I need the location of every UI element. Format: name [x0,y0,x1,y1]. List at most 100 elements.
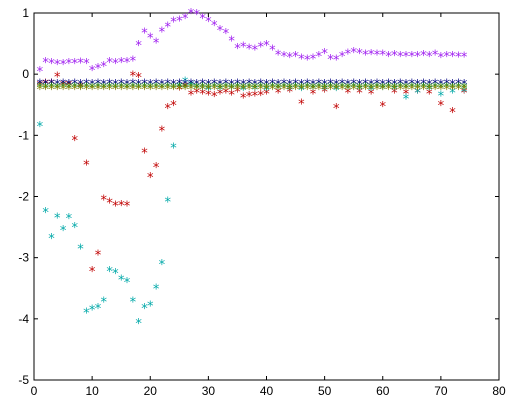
data-point-series-3: * [385,77,392,92]
data-point-series-5: * [217,83,224,98]
y-tick-label: -2 [18,190,29,204]
data-point-series-2: * [194,82,201,97]
data-point-series-0: * [420,49,427,64]
data-point-series-5: * [66,83,73,98]
data-point-series-3: * [304,77,311,92]
data-point-series-1: * [135,71,142,86]
data-point-series-0: * [252,44,259,59]
data-point-series-3: * [153,77,160,92]
data-point-series-3: * [182,78,189,93]
data-point-series-0: * [333,53,340,68]
data-point-series-4: * [170,82,177,97]
data-point-series-5: * [176,83,183,98]
data-point-series-3: * [310,78,317,93]
data-point-series-5: * [170,83,177,98]
data-point-series-5: * [112,83,119,98]
data-point-series-3: * [95,77,102,92]
data-point-series-3: * [211,77,218,92]
data-point-series-4: * [368,82,375,97]
data-point-series-5: * [199,83,206,98]
data-point-series-0: * [263,39,270,54]
data-point-series-5: * [455,83,462,98]
data-point-series-2: * [449,87,456,102]
data-point-series-3: * [170,78,177,93]
data-point-series-4: * [83,81,90,96]
data-point-series-3: * [397,77,404,92]
data-point-series-4: * [298,82,305,97]
data-point-series-0: * [42,56,49,71]
data-point-series-5: * [252,83,259,98]
data-point-series-5: * [194,83,201,98]
x-tick-label: 20 [144,384,158,398]
data-point-series-5: * [141,83,148,98]
data-point-series-1: * [118,199,125,214]
data-point-series-4: * [54,82,61,97]
x-tick-label: 50 [318,384,332,398]
data-point-series-4: * [374,81,381,96]
data-point-series-4: * [257,81,264,96]
data-point-series-1: * [164,102,171,117]
data-point-series-0: * [287,51,294,66]
data-point-series-3: * [89,78,96,93]
data-point-series-5: * [223,83,230,98]
data-point-series-3: * [77,78,84,93]
data-point-series-2: * [89,304,96,319]
data-point-series-4: * [350,81,357,96]
data-point-series-3: * [420,77,427,92]
data-point-series-2: * [48,232,55,247]
data-point-series-4: * [310,82,317,97]
data-point-series-5: * [54,83,61,98]
data-point-series-0: * [380,49,387,64]
data-point-series-3: * [176,77,183,92]
data-point-series-0: * [60,58,67,73]
data-point-series-0: * [66,57,73,72]
data-point-series-0: * [426,50,433,65]
data-point-series-5: * [362,83,369,98]
data-point-series-5: * [438,83,445,98]
data-point-series-4: * [269,81,276,96]
data-point-series-3: * [252,78,259,93]
data-point-series-0: * [240,41,247,56]
data-point-series-4: * [106,81,113,96]
data-point-series-4: * [339,81,346,96]
data-point-series-1: * [345,87,352,102]
data-point-series-0: * [275,49,282,64]
data-point-series-4: * [60,81,67,96]
data-point-series-0: * [176,14,183,29]
data-point-series-1: * [438,99,445,114]
data-point-series-2: * [345,83,352,98]
data-point-series-1: * [321,85,328,100]
data-point-series-3: * [368,78,375,93]
data-point-series-5: * [420,83,427,98]
data-point-series-4: * [409,81,416,96]
data-point-series-4: * [217,82,224,97]
data-point-series-4: * [403,82,410,97]
data-point-series-2: * [66,212,73,227]
data-point-series-5: * [292,83,299,98]
data-point-series-5: * [281,83,288,98]
data-point-series-1: * [449,106,456,121]
data-point-series-3: * [356,78,363,93]
data-point-series-1: * [391,87,398,102]
data-point-series-2: * [130,296,137,311]
data-point-series-5: * [95,83,102,98]
data-point-series-4: * [275,82,282,97]
data-point-series-4: * [327,81,334,96]
data-point-series-3: * [316,77,323,92]
data-point-series-0: * [403,50,410,65]
data-point-series-4: * [333,82,340,97]
data-point-series-2: * [321,83,328,98]
data-point-series-0: * [281,50,288,65]
data-point-series-4: * [287,82,294,97]
data-point-series-5: * [234,83,241,98]
data-point-series-1: * [66,79,73,94]
data-point-series-2: * [60,224,67,239]
data-point-series-4: * [281,81,288,96]
data-point-series-2: * [356,83,363,98]
data-point-series-0: * [101,60,108,75]
data-point-series-2: * [438,90,445,105]
data-point-series-0: * [77,57,84,72]
data-point-series-0: * [438,51,445,66]
data-point-series-4: * [316,81,323,96]
